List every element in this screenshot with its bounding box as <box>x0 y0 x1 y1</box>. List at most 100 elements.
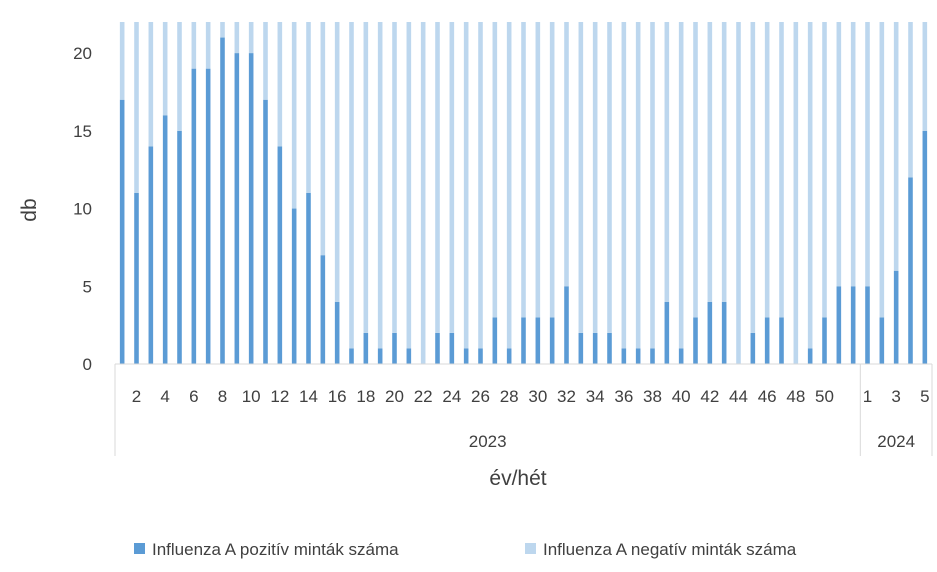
bar-positive-10 <box>248 53 254 364</box>
bar-positive-47 <box>779 317 784 364</box>
bar-negative-51 <box>836 22 842 287</box>
bar-positive-23 <box>435 332 440 364</box>
bar-negative-54 <box>879 22 885 318</box>
bar-negative-35 <box>607 22 612 333</box>
bar-positive-34 <box>592 332 598 364</box>
x-tick-label: 5 <box>920 387 929 406</box>
bar-positive-26 <box>478 348 483 364</box>
bar-positive-8 <box>220 37 225 364</box>
bar-positive-37 <box>635 348 641 364</box>
bar-negative-43 <box>721 22 727 302</box>
bar-positive-19 <box>377 348 383 364</box>
x-tick-label: 14 <box>299 387 318 406</box>
y-tick-label: 20 <box>73 44 92 63</box>
bar-negative-57 <box>922 22 928 131</box>
bar-negative-8 <box>220 22 225 38</box>
group-label-2024: 2024 <box>877 432 915 451</box>
x-tick-label: 28 <box>500 387 519 406</box>
bar-positive-45 <box>750 332 756 364</box>
x-tick-label: 4 <box>160 387 169 406</box>
bar-positive-12 <box>277 146 283 364</box>
bar-positive-35 <box>607 332 612 364</box>
x-tick-label: 46 <box>758 387 777 406</box>
bar-positive-9 <box>234 53 240 364</box>
bar-positive-30 <box>535 317 541 364</box>
bar-negative-29 <box>521 22 526 318</box>
legend-swatch-2 <box>525 543 536 554</box>
x-tick-label: 2 <box>132 387 141 406</box>
bar-positive-38 <box>650 348 655 364</box>
legend: Influenza A pozitív minták száma Influenz… <box>134 540 797 559</box>
bar-negative-50 <box>822 22 827 318</box>
bar-negative-3 <box>148 22 154 147</box>
bar-negative-55 <box>893 22 899 271</box>
bar-negative-46 <box>764 22 770 318</box>
bar-positive-33 <box>578 332 584 364</box>
bar-positive-21 <box>406 348 412 364</box>
bar-positive-16 <box>334 301 340 364</box>
x-tick-label: 30 <box>528 387 547 406</box>
bar-negative-24 <box>449 22 455 333</box>
x-tick-label: 8 <box>218 387 227 406</box>
x-tick-label: 22 <box>414 387 433 406</box>
bar-negative-7 <box>205 22 211 69</box>
y-tick-label: 5 <box>83 277 92 296</box>
bar-positive-50 <box>822 317 827 364</box>
bar-negative-11 <box>263 22 268 100</box>
bar-positive-1 <box>119 99 125 365</box>
x-tick-label: 18 <box>356 387 375 406</box>
bar-positive-14 <box>306 193 311 364</box>
bar-positive-20 <box>392 332 397 364</box>
x-tick-label: 3 <box>891 387 900 406</box>
bar-negative-13 <box>291 22 297 209</box>
bar-positive-5 <box>177 130 182 364</box>
y-tick-label: 0 <box>83 355 92 374</box>
legend-label-2: Influenza A negatív minták száma <box>543 540 797 559</box>
group-label-2023: 2023 <box>469 432 507 451</box>
bar-negative-10 <box>248 22 254 54</box>
bar-positive-17 <box>349 348 354 364</box>
bar-positive-11 <box>263 99 268 365</box>
bar-positive-46 <box>764 317 770 364</box>
bar-negative-16 <box>334 22 340 302</box>
bar-positive-18 <box>363 332 369 364</box>
bar-negative-42 <box>707 22 713 302</box>
x-tick-label: 24 <box>442 387 461 406</box>
y-axis-title: db <box>18 198 41 221</box>
bar-positive-56 <box>908 177 913 364</box>
bar-negative-6 <box>191 22 197 69</box>
bar-negative-31 <box>549 22 555 318</box>
bar-positive-6 <box>191 68 197 365</box>
bar-positive-39 <box>664 301 670 364</box>
bar-negative-18 <box>363 22 369 333</box>
bar-positive-49 <box>807 348 813 364</box>
bar-positive-31 <box>549 317 555 364</box>
bar-negative-52 <box>850 22 856 287</box>
x-tick-label: 34 <box>586 387 605 406</box>
bar-negative-56 <box>908 22 913 178</box>
bar-negative-1 <box>119 22 125 100</box>
x-tick-label: 26 <box>471 387 490 406</box>
bar-positive-42 <box>707 301 713 364</box>
x-tick-label: 10 <box>242 387 261 406</box>
bar-positive-41 <box>693 317 698 364</box>
bar-negative-28 <box>506 22 512 349</box>
bar-negative-15 <box>320 22 326 256</box>
y-tick-label: 15 <box>73 122 92 141</box>
x-tick-label: 36 <box>614 387 633 406</box>
bar-negative-40 <box>678 22 684 349</box>
bar-positive-27 <box>492 317 498 364</box>
bar-negative-12 <box>277 22 283 147</box>
bar-positive-52 <box>850 286 856 364</box>
bar-negative-21 <box>406 22 412 349</box>
bar-negative-39 <box>664 22 670 302</box>
bars-layer <box>119 22 928 365</box>
bar-negative-30 <box>535 22 541 318</box>
x-tick-label: 20 <box>385 387 404 406</box>
y-tick-label: 10 <box>73 200 92 219</box>
bar-negative-44 <box>736 22 741 364</box>
x-tick-label: 44 <box>729 387 748 406</box>
